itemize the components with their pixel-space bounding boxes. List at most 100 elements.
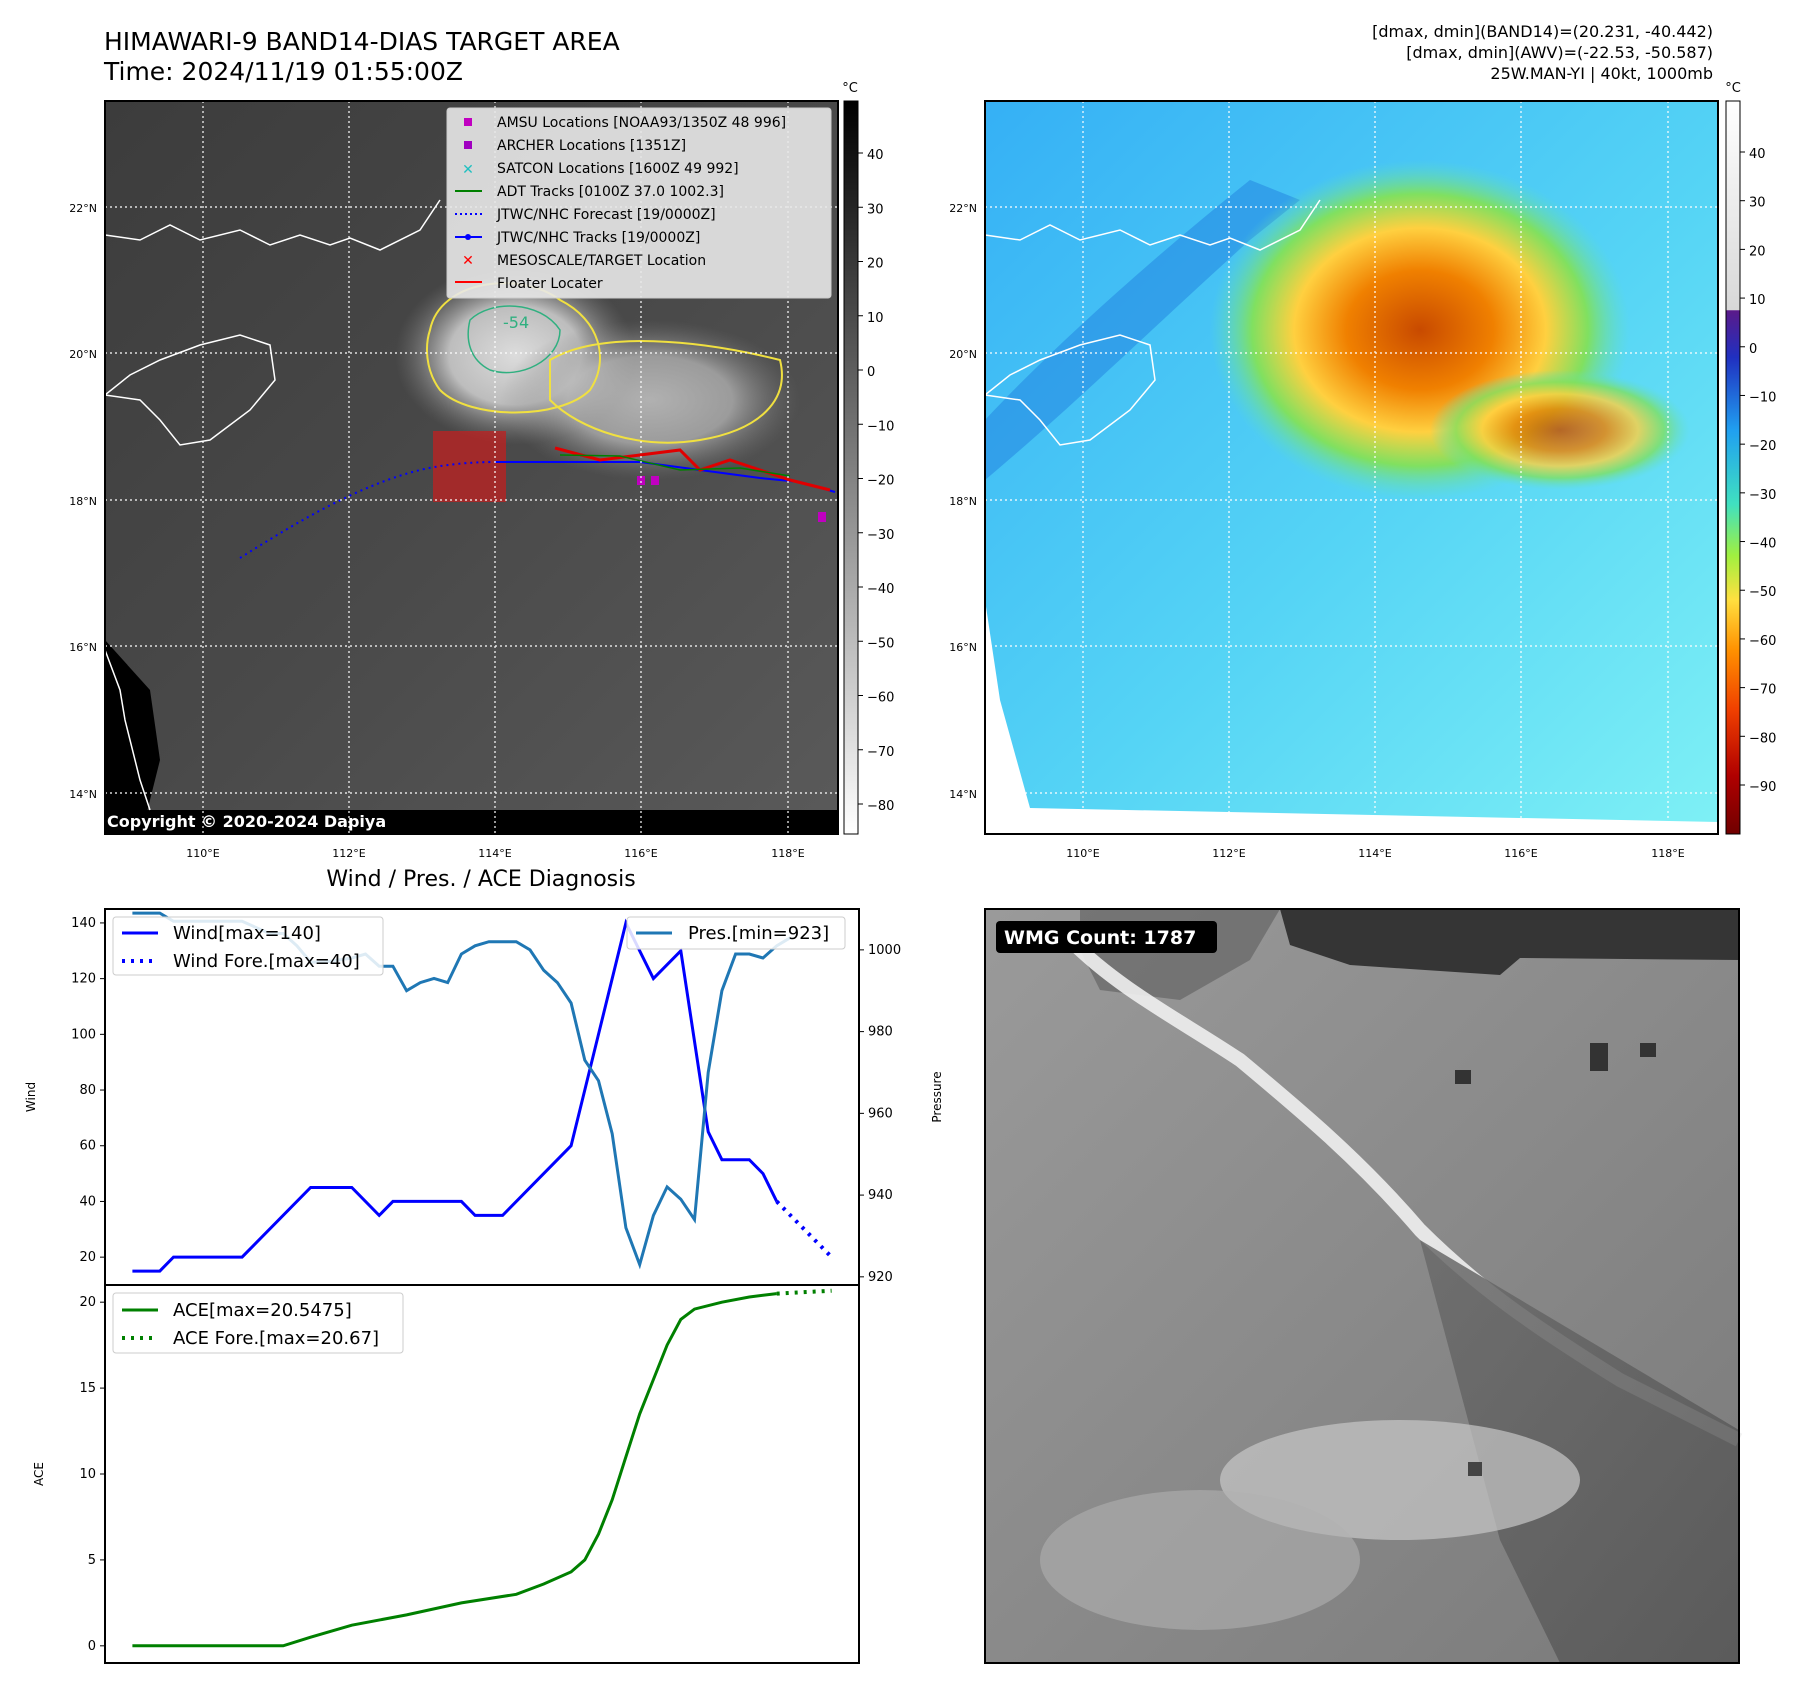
wv-cloud-band [1430,370,1690,490]
wind-axis-label: Wind [24,1082,38,1112]
ace-tick-label: 0 [88,1639,96,1654]
wind-tick-label: 80 [79,1083,96,1098]
wv-colorbar-tick-label: 20 [1749,244,1766,259]
legend-amsu: AMSU Locations [NOAA93/1350Z 48 996] [497,115,786,131]
ir-lon-label: 112°E [332,847,365,860]
ir-lon-label: 116°E [624,847,657,860]
legend-adt: ADT Tracks [0100Z 37.0 1002.3] [497,184,724,200]
wv-lat-label: 14°N [949,788,977,801]
wind-fore-legend-label: Wind Fore.[max=40] [173,951,360,972]
ace-tick-label: 5 [88,1553,96,1568]
copyright: Copyright © 2020-2024 Dapiya [107,812,386,831]
wv-colorbar-tick-label: −40 [1749,537,1776,552]
legend-forecast: JTWC/NHC Forecast [19/0000Z] [496,207,716,223]
ir-colorbar-tick-label: 10 [867,311,884,326]
wv-lon-label: 110°E [1066,847,1099,860]
ir-colorbar: °C 40 30 20 10 0 −10 −20 −30 −40 −50 −60 −70 −80 [842,81,894,835]
archer-marker [637,476,645,485]
wind-tick-label: 60 [79,1139,96,1154]
satcon-legend-marker: ✕ [462,162,474,178]
pressure-tick-label: 960 [868,1106,893,1121]
wind-legend: Wind[max=140] Wind Fore.[max=40] [112,916,384,976]
wv-colorbar-tick-label: −10 [1749,390,1776,405]
legend-satcon: SATCON Locations [1600Z 49 992] [497,161,739,177]
wv-lon-ticks: 110°E 112°E 114°E 116°E 118°E [1066,847,1684,860]
awv-range: [dmax, dmin](AWV)=(-22.53, -50.587) [1406,43,1713,62]
wmg-dark-pixel [1455,1070,1471,1084]
legend-target: MESOSCALE/TARGET Location [497,253,706,269]
ir-coastline-vietnam [105,649,151,811]
ir-lon-label: 110°E [186,847,219,860]
wind-tick-label: 20 [79,1250,96,1265]
wv-colorbar-tick-label: −30 [1749,488,1776,503]
ir-colorbar-tick-label: −50 [867,636,894,651]
ir-colorbar-tick-label: −10 [867,419,894,434]
wv-colorbar: °C 40 30 20 10 0 −10 −20 −30 −40 −50 −60 −70 −80 −90 [1725,81,1776,835]
ir-lat-label: 18°N [69,495,97,508]
ir-colorbar-tick-label: 0 [867,365,875,380]
ir-lat-label: 16°N [69,641,97,654]
wind-tick-label: 100 [71,1027,96,1042]
ace-legend: ACE[max=20.5475] ACE Fore.[max=20.67] [112,1292,404,1354]
wmg-label-box [996,921,1217,953]
wv-lat-label: 18°N [949,495,977,508]
wv-lon-label: 112°E [1212,847,1245,860]
wind-tick-label: 120 [71,972,96,987]
wind-legend-label: Wind[max=140] [173,923,321,944]
pressure-tick-label: 920 [868,1270,893,1285]
floater-box [433,431,506,502]
wv-colorbar-tick-label: −50 [1749,585,1776,600]
diagnosis-title: Wind / Pres. / ACE Diagnosis [326,867,635,892]
ir-colorbar-tick-label: −30 [867,528,894,543]
wv-colorbar-tick-label: 0 [1749,342,1757,357]
wv-coastline-china [985,199,1321,251]
wv-colorbar-tick-label: −90 [1749,780,1776,795]
wv-dry-band [985,180,1300,480]
ir-lat-label: 14°N [69,788,97,801]
wmg-light-area [1040,1490,1360,1630]
wv-lat-ticks: 22°N 20°N 18°N 16°N 14°N [949,202,977,801]
ir-lat-ticks: 22°N 20°N 18°N 16°N 14°N [69,202,97,801]
wv-lon-label: 116°E [1504,847,1537,860]
ace-legend-label: ACE[max=20.5475] [173,1300,352,1321]
archer-legend-marker [464,141,472,149]
wmg-dark-region [1420,1240,1739,1663]
ace-series-line-1 [776,1288,832,1296]
wmg-dark-pixel [1640,1043,1656,1057]
wv-lat-label: 22°N [949,202,977,215]
wmg-dark-top [1280,909,1739,975]
wv-map-panel: 22°N 20°N 18°N 16°N 14°N 110°E 112°E 114… [949,100,1719,860]
wv-colorbar-tick-label: 40 [1749,147,1766,162]
pressure-axis-label: Pressure [930,1071,944,1122]
ace-fore-legend-label: ACE Fore.[max=20.67] [173,1328,379,1349]
contour-label: -54 [503,313,529,332]
ace-axis-label: ACE [32,1462,46,1486]
ace-tick-label: 15 [79,1381,96,1396]
amsu-legend-marker [464,118,472,126]
ir-map-panel: -54 Copyright © 2020-2024 Dap [69,100,839,860]
ir-coastline-china [105,199,441,251]
archer-marker [651,476,659,485]
storm-info: 25W.MAN-YI | 40kt, 1000mb [1490,64,1713,83]
series-line-0 [132,918,779,1273]
pressure-tick-label: 940 [868,1188,893,1203]
pressure-tick-label: 980 [868,1025,893,1040]
ir-contour-green [467,305,561,374]
ir-colorbar-tick-label: −80 [867,799,894,814]
ir-no-data-strip [105,810,838,834]
target-legend-marker: ✕ [462,253,474,269]
ir-lon-ticks: 110°E 112°E 114°E 116°E 118°E [186,847,804,860]
wmg-count: WMG Count: 1787 [1004,927,1196,949]
wv-colorbar-tick-label: 10 [1749,293,1766,308]
wv-colorbar-unit: °C [1725,81,1741,96]
pressure-tick-label: 1000 [868,943,901,958]
wv-colorbar-tick-label: −70 [1749,683,1776,698]
ir-lon-label: 118°E [771,847,804,860]
wmg-panel: WMG Count: 1787 [984,908,1743,1664]
ir-colorbar-tick-label: −40 [867,582,894,597]
ir-colorbar-tick-label: −20 [867,474,894,489]
wv-colorbar-tick-label: −80 [1749,731,1776,746]
ir-colorbar-unit: °C [842,81,858,96]
series-line-1 [775,1199,834,1259]
